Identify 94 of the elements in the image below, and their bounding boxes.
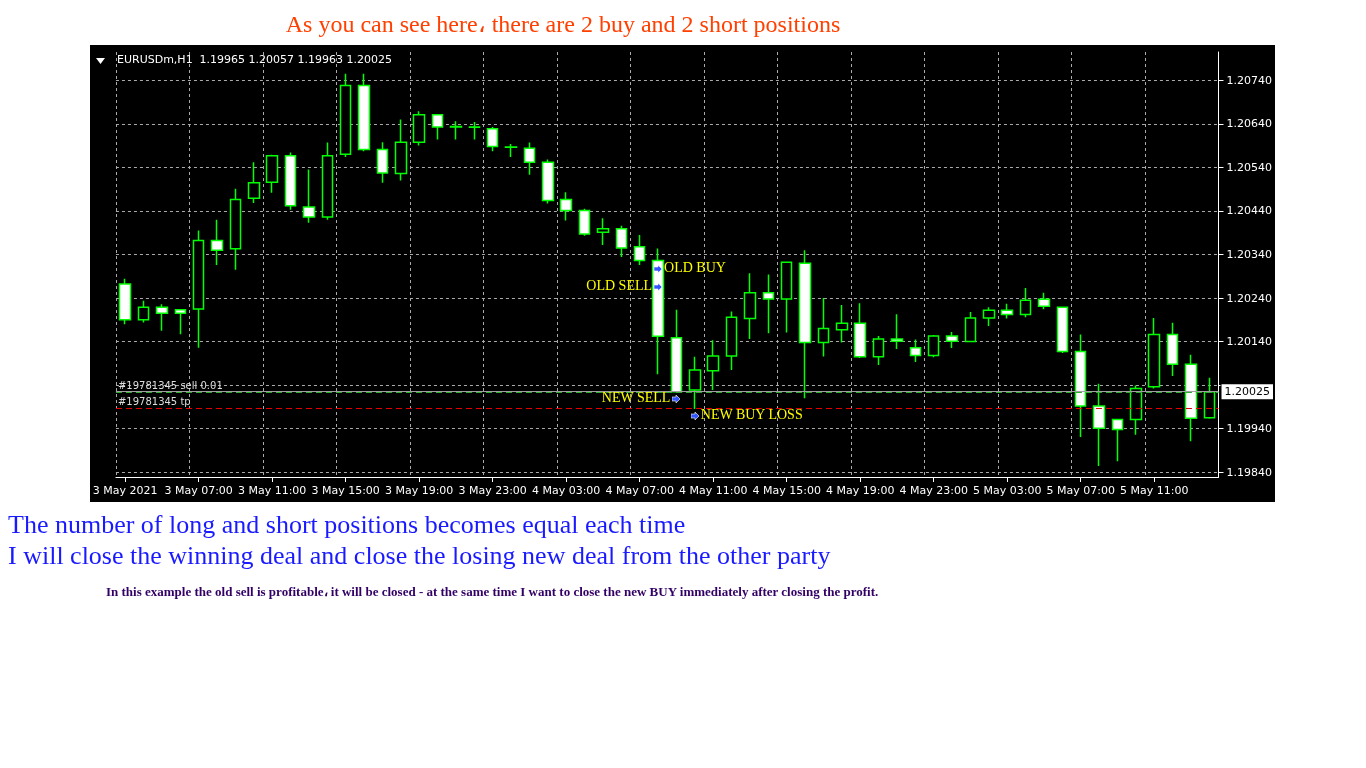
x-tick-label: 4 May 15:00: [752, 484, 821, 497]
candlestick: [265, 154, 279, 194]
candlestick: [192, 229, 205, 349]
candlestick: [890, 313, 904, 350]
candlestick: [541, 158, 555, 205]
candlestick: [578, 208, 591, 237]
candlestick: [615, 224, 628, 258]
y-tick-label: 1.20340: [1226, 247, 1273, 261]
candlestick: [412, 110, 426, 147]
candlestick: [945, 331, 959, 349]
x-tick-label: 5 May 07:00: [1046, 484, 1115, 497]
y-tick-label: 1.20640: [1226, 117, 1273, 131]
candlestick: [909, 338, 922, 363]
annotation: NEW BUY LOSS: [700, 407, 803, 424]
candlestick: [357, 73, 371, 153]
candlestick: [633, 234, 646, 266]
x-tick-label: 3 May 07:00: [164, 484, 233, 497]
candlestick: [670, 309, 683, 394]
candlestick: [853, 302, 867, 359]
candlestick: [1203, 376, 1216, 420]
candlestick: [559, 191, 573, 222]
candlestick: [504, 143, 518, 158]
ref-line-label: #19781345 sell 0.01: [117, 380, 223, 392]
ref-line-label: #19781345 tp: [117, 395, 191, 407]
x-tick-label: 3 May 19:00: [384, 484, 454, 497]
candlestick: [155, 303, 169, 332]
candlestick: [1019, 287, 1032, 318]
candlestick: [964, 311, 977, 343]
candlestick: [1056, 305, 1069, 354]
candlestick: [743, 272, 757, 340]
candlestick: [780, 260, 793, 334]
candlestick: [284, 151, 297, 211]
candlestick: [817, 297, 830, 358]
x-tick-label: 5 May 03:00: [972, 484, 1042, 497]
candlestick: [762, 273, 775, 335]
x-tick-label: 4 May 03:00: [531, 484, 601, 497]
chart-subtitle: EURUSDm,H1 1.19965 1.20057 1.19963 1.20025: [117, 53, 393, 66]
candlestick: [1184, 353, 1198, 443]
candlestick: [706, 339, 720, 391]
candlestick: [523, 141, 536, 176]
y-tick-label: 1.19840: [1226, 465, 1273, 479]
candlestick: [1037, 292, 1051, 311]
text: In this example the old sell is profitable، it will be closed - at the same time I want to close the new BUY immediately after closing the profit.: [106, 584, 879, 600]
candlestick: [118, 278, 132, 325]
x-tick-label: 3 May 15:00: [311, 484, 380, 497]
candlestick: [798, 249, 812, 399]
x-tick-label: 5 May 11:00: [1119, 484, 1189, 497]
candlestick: [835, 304, 849, 344]
y-tick-label: 1.20740: [1226, 73, 1273, 87]
candlestick: [210, 218, 224, 266]
candlestick: [927, 334, 940, 358]
candlestick: [1111, 418, 1124, 463]
candlestick: [1000, 302, 1014, 320]
candlestick: [174, 308, 187, 335]
text: I will close the winning deal and close the losing new deal from the other party: [8, 541, 831, 571]
candlestick: [688, 356, 702, 410]
annotation: NEW SELL: [601, 389, 671, 406]
candlestick: [982, 306, 996, 327]
y-tick-label: 1.19940: [1226, 422, 1273, 436]
ref-line-label: 1.20025: [1224, 385, 1271, 399]
y-tick-label: 1.20440: [1226, 204, 1273, 218]
candlestick: [1147, 317, 1161, 390]
x-tick-label: 3 May 11:00: [237, 484, 307, 497]
x-tick-label: 4 May 23:00: [899, 484, 968, 497]
x-tick-label: 4 May 19:00: [825, 484, 895, 497]
x-tick-label: 3 May 23:00: [458, 484, 527, 497]
x-tick-label: 4 May 07:00: [605, 484, 674, 497]
candlestick: [1166, 322, 1179, 377]
candlestick: [431, 113, 444, 141]
candlestick: [468, 121, 481, 141]
y-tick-label: 1.20240: [1226, 291, 1273, 305]
candlestick: [596, 217, 610, 246]
y-tick-label: 1.20140: [1226, 335, 1273, 349]
candlestick: [725, 310, 738, 371]
candlestick: [137, 299, 150, 324]
annotation: OLD BUY: [664, 259, 726, 276]
candlestick: [229, 187, 242, 271]
candlestick: [486, 126, 499, 153]
candlestick: [449, 120, 463, 141]
text: The number of long and short positions becomes equal each time: [8, 510, 686, 540]
candlestick: [247, 161, 261, 204]
candlestick: [321, 141, 334, 221]
annotation: OLD SELL: [586, 277, 653, 294]
candlestick: [376, 141, 389, 184]
candlestick: [302, 168, 316, 224]
candlestick: [1074, 333, 1087, 438]
y-tick-label: 1.20540: [1226, 160, 1273, 174]
candlestick: [339, 73, 352, 158]
candlestick: [1092, 383, 1106, 467]
x-tick-label: 3 May 2021: [92, 484, 158, 497]
chart-title: As you can see here، there are 2 buy and 2 short positions: [284, 10, 842, 38]
x-tick-label: 4 May 11:00: [678, 484, 748, 497]
candlestick: [872, 335, 885, 366]
candlestick: [394, 118, 408, 182]
